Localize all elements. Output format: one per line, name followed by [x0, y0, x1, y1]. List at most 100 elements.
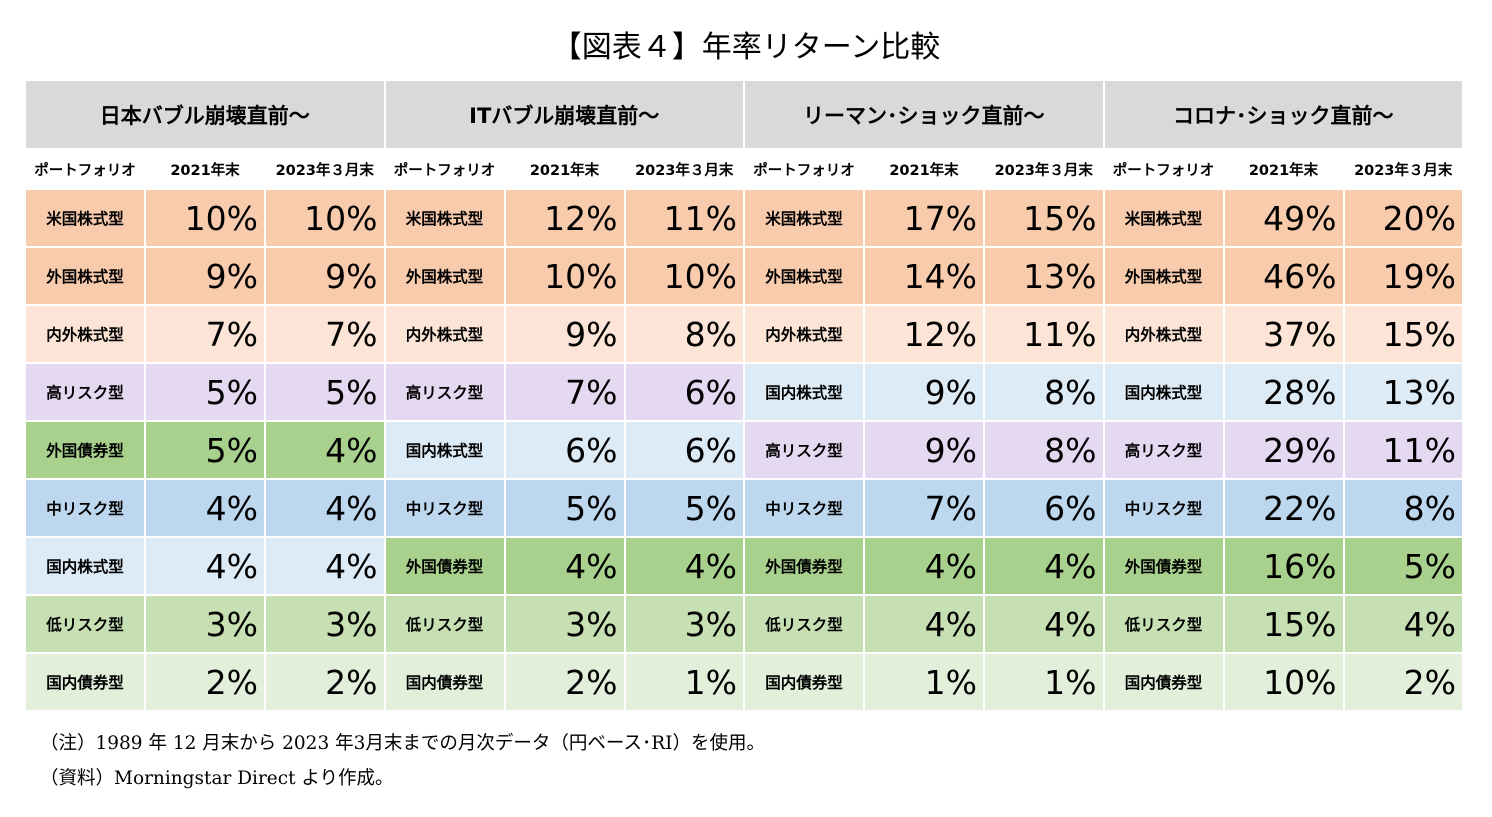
- return-2021: 7%: [146, 306, 266, 364]
- return-2021: 1%: [865, 654, 985, 712]
- return-2023: 8%: [985, 364, 1105, 422]
- return-2021: 37%: [1224, 306, 1345, 364]
- column-header: 2021年末: [505, 150, 626, 190]
- return-2021: 5%: [505, 480, 626, 538]
- return-2021: 9%: [146, 248, 266, 306]
- return-2021: 9%: [865, 422, 985, 480]
- portfolio-label: 国内株式型: [385, 422, 506, 480]
- portfolio-label: 外国株式型: [745, 248, 865, 306]
- return-2023: 4%: [266, 538, 386, 596]
- portfolio-label: 低リスク型: [26, 596, 146, 654]
- portfolio-label: 国内債券型: [385, 654, 506, 712]
- return-2021: 4%: [865, 596, 985, 654]
- return-2021: 10%: [146, 190, 266, 248]
- source-note: （資料）Morningstar Direct より作成。: [40, 768, 394, 789]
- return-2021: 46%: [1224, 248, 1345, 306]
- portfolio-label: 外国株式型: [26, 248, 146, 306]
- portfolio-label: 高リスク型: [745, 422, 865, 480]
- portfolio-label: 内外株式型: [385, 306, 506, 364]
- return-2023: 5%: [266, 364, 386, 422]
- portfolio-label: 内外株式型: [745, 306, 865, 364]
- portfolio-label: 中リスク型: [26, 480, 146, 538]
- return-comparison-tables: 日本バブル崩壊直前～ ポートフォリオ 2021年末 2023年３月末 米国株式型 10% 1…: [26, 81, 1464, 713]
- portfolio-label: 高リスク型: [385, 364, 506, 422]
- return-2021: 49%: [1224, 190, 1345, 248]
- portfolio-label: 米国株式型: [745, 190, 865, 248]
- return-2021: 28%: [1224, 364, 1345, 422]
- portfolio-label: 中リスク型: [1104, 480, 1225, 538]
- portfolio-label: 国内株式型: [745, 364, 865, 422]
- portfolio-label: 国内債券型: [1104, 654, 1225, 712]
- return-2021: 22%: [1224, 480, 1345, 538]
- return-2021: 3%: [146, 596, 266, 654]
- return-2021: 9%: [505, 306, 626, 364]
- return-2023: 2%: [266, 654, 386, 712]
- return-2023: 11%: [625, 190, 745, 248]
- panel-title: 日本バブル崩壊直前～: [26, 81, 386, 150]
- portfolio-label: 米国株式型: [1104, 190, 1225, 248]
- return-2023: 3%: [625, 596, 745, 654]
- portfolio-label: 国内株式型: [26, 538, 146, 596]
- column-header: 2021年末: [146, 150, 266, 190]
- column-header: 2021年末: [1224, 150, 1345, 190]
- portfolio-label: 低リスク型: [385, 596, 506, 654]
- return-2021: 7%: [505, 364, 626, 422]
- return-2023: 4%: [1344, 596, 1464, 654]
- return-2023: 5%: [1344, 538, 1464, 596]
- portfolio-label: 内外株式型: [1104, 306, 1225, 364]
- return-2021: 6%: [505, 422, 626, 480]
- return-2023: 3%: [266, 596, 386, 654]
- return-2021: 5%: [146, 364, 266, 422]
- return-2023: 10%: [266, 190, 386, 248]
- return-2023: 6%: [625, 422, 745, 480]
- return-2021: 12%: [865, 306, 985, 364]
- footnote: （注）1989 年 12 月末から 2023 年3月末までの月次データ（円ベース…: [40, 733, 765, 754]
- return-2023: 4%: [266, 480, 386, 538]
- return-2023: 1%: [985, 654, 1105, 712]
- portfolio-label: 高リスク型: [1104, 422, 1225, 480]
- panel-3: リーマン･ショック直前～ ポートフォリオ 2021年末 2023年３月末 米国株式型 17…: [745, 81, 1105, 713]
- return-2023: 8%: [985, 422, 1105, 480]
- portfolio-label: 外国債券型: [745, 538, 865, 596]
- portfolio-label: 外国株式型: [385, 248, 506, 306]
- column-header: 2023年３月末: [1344, 150, 1464, 190]
- return-2023: 11%: [985, 306, 1105, 364]
- return-2021: 2%: [146, 654, 266, 712]
- portfolio-label: 外国債券型: [26, 422, 146, 480]
- return-2021: 29%: [1224, 422, 1345, 480]
- return-2023: 4%: [985, 596, 1105, 654]
- return-2021: 12%: [505, 190, 626, 248]
- return-2021: 4%: [505, 538, 626, 596]
- return-2021: 17%: [865, 190, 985, 248]
- return-2023: 6%: [985, 480, 1105, 538]
- return-2021: 4%: [146, 480, 266, 538]
- portfolio-label: 国内株式型: [1104, 364, 1225, 422]
- panel-2: ITバブル崩壊直前～ ポートフォリオ 2021年末 2023年３月末 米国株式型 12% 1…: [385, 81, 745, 713]
- return-2021: 10%: [1224, 654, 1345, 712]
- return-2023: 6%: [625, 364, 745, 422]
- column-header: ポートフォリオ: [1104, 150, 1225, 190]
- portfolio-label: 内外株式型: [26, 306, 146, 364]
- return-2021: 15%: [1224, 596, 1345, 654]
- return-2021: 14%: [865, 248, 985, 306]
- column-header: ポートフォリオ: [745, 150, 865, 190]
- figure-title: 【図表４】年率リターン比較: [551, 30, 941, 65]
- return-2023: 19%: [1344, 248, 1464, 306]
- return-2021: 10%: [505, 248, 626, 306]
- column-header: ポートフォリオ: [26, 150, 146, 190]
- return-2021: 2%: [505, 654, 626, 712]
- portfolio-label: 低リスク型: [1104, 596, 1225, 654]
- panel-title: コロナ･ショック直前～: [1104, 81, 1464, 150]
- column-header: 2023年３月末: [985, 150, 1105, 190]
- portfolio-label: 中リスク型: [385, 480, 506, 538]
- portfolio-label: 高リスク型: [26, 364, 146, 422]
- return-2023: 9%: [266, 248, 386, 306]
- column-header: 2021年末: [865, 150, 985, 190]
- portfolio-label: 米国株式型: [385, 190, 506, 248]
- return-2021: 4%: [146, 538, 266, 596]
- portfolio-label: 中リスク型: [745, 480, 865, 538]
- return-2023: 20%: [1344, 190, 1464, 248]
- panel-title: ITバブル崩壊直前～: [385, 81, 745, 150]
- return-2021: 3%: [505, 596, 626, 654]
- return-2021: 7%: [865, 480, 985, 538]
